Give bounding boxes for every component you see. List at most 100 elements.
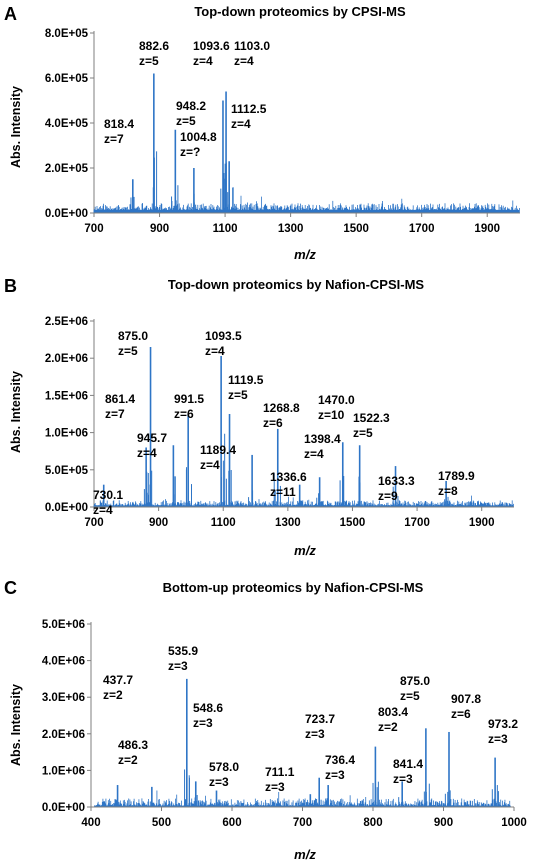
panel-b-annotation-mz: 1093.5 (205, 329, 242, 343)
panel-b-annotation-mz: 861.4 (105, 392, 135, 406)
panel-b-annotation-charge: z=10 (318, 408, 345, 422)
panel-b-ytick-label: 0.0E+00 (45, 502, 88, 514)
panel-c-xtick-label: 1000 (501, 817, 527, 829)
panel-b-title: Top-down proteomics by Nafion-CPSI-MS (168, 277, 424, 292)
panel-a-xtick-label: 1100 (213, 223, 238, 235)
panel-a-annotation-charge: z=4 (231, 117, 251, 131)
panel-a-spectrum-baseline (93, 195, 520, 213)
panel-a-annotation-mz: 1093.6 (193, 39, 230, 53)
panel-b-annotation-charge: z=4 (93, 503, 113, 517)
panel-b-annotation-charge: z=4 (137, 446, 157, 460)
panel-c-annotation-mz: 723.7 (305, 712, 335, 726)
panel-c-annotation-mz: 907.8 (451, 692, 481, 706)
panel-c-annotation-mz: 548.6 (193, 701, 223, 715)
panel-a-annotation-mz: 818.4 (104, 117, 134, 131)
panel-a-ylabel: Abs. Intensity (9, 86, 23, 168)
panel-b-annotation-mz: 1789.9 (438, 469, 475, 483)
panel-c-annotation-mz: 973.2 (488, 717, 518, 731)
panel-c-ytick-label: 4.0E+06 (42, 656, 85, 668)
panel-c-annotation-mz: 875.0 (400, 674, 430, 688)
panel-b-annotation-charge: z=4 (200, 458, 220, 472)
panel-b-xtick-label: 1500 (340, 517, 366, 529)
panel-c-annotation-mz: 736.4 (325, 753, 355, 767)
panel-b-annotation-charge: z=4 (304, 447, 324, 461)
panel-b-annotation-charge: z=5 (353, 426, 373, 440)
panel-c-xlabel: m/z (294, 847, 316, 862)
panel-a-annotation-mz: 882.6 (139, 39, 169, 53)
panel-c-letter: C (4, 578, 17, 598)
panel-c-xtick-label: 800 (363, 817, 382, 829)
panel-a-annotation-mz: 948.2 (176, 99, 206, 113)
panel-b-xtick-label: 1100 (211, 517, 236, 529)
panel-a-annotation-charge: z=7 (104, 132, 124, 146)
panel-a-annotation-mz: 1103.0 (234, 39, 270, 53)
panel-b-ytick-label: 1.0E+06 (45, 428, 88, 440)
panel-a-annotation-charge: z=? (180, 145, 200, 159)
panel-c-annotation-charge: z=3 (193, 716, 213, 730)
panel-c: C Bottom-up proteomics by Nafion-CPSI-MS… (4, 578, 527, 862)
panel-b: B Top-down proteomics by Nafion-CPSI-MS … (4, 276, 514, 558)
panel-b-annotation-mz: 1470.0 (318, 393, 355, 407)
panel-b-annotation-mz: 875.0 (118, 329, 148, 343)
panel-c-annotation-mz: 711.1 (265, 765, 295, 779)
panel-b-annotation-mz: 1119.5 (228, 373, 264, 387)
panel-c-annotation-charge: z=3 (265, 780, 285, 794)
panel-a-xtick-label: 1300 (278, 223, 304, 235)
panel-a-annotation-charge: z=5 (139, 54, 159, 68)
panel-b-xtick-label: 1700 (404, 517, 430, 529)
panel-b-annotation-charge: z=5 (118, 344, 138, 358)
panel-c-ylabel: Abs. Intensity (9, 684, 23, 766)
panel-c-ytick-label: 2.0E+06 (42, 729, 85, 741)
panel-b-annotation-mz: 991.5 (174, 392, 204, 406)
panel-a-letter: A (4, 4, 17, 24)
panel-b-annotation-charge: z=9 (378, 489, 398, 503)
panel-c-annotation-charge: z=2 (103, 688, 123, 702)
panel-a: A Top-down proteomics by CPSI-MS Abs. In… (4, 4, 520, 262)
panel-c-annotation-mz: 486.3 (118, 738, 148, 752)
panel-b-annotation-mz: 1522.3 (353, 411, 390, 425)
panel-c-xtick-label: 700 (293, 817, 312, 829)
panel-c-ytick-label: 3.0E+06 (42, 692, 85, 704)
panel-b-annotation-mz: 1268.8 (263, 401, 300, 415)
panel-c-annotation-charge: z=5 (400, 689, 420, 703)
panel-c-xtick-label: 400 (81, 817, 100, 829)
panel-b-annotation-charge: z=7 (105, 407, 125, 421)
panel-c-annotation-charge: z=3 (168, 659, 188, 673)
panel-b-annotation-mz: 1398.4 (304, 432, 341, 446)
panel-b-annotation-charge: z=4 (205, 344, 225, 358)
panel-b-annotation-charge: z=6 (263, 416, 283, 430)
panel-c-ytick-label: 1.0E+06 (42, 765, 85, 777)
panel-b-annotation-mz: 1189.4 (200, 443, 236, 457)
panel-c-xtick-label: 500 (152, 817, 171, 829)
panel-c-annotation-charge: z=3 (488, 732, 508, 746)
panel-b-ytick-label: 2.0E+06 (45, 353, 88, 365)
panel-b-xlabel: m/z (294, 543, 316, 558)
panel-c-xtick-label: 600 (222, 817, 241, 829)
panel-c-xtick-label: 900 (434, 817, 453, 829)
panel-b-xtick-label: 700 (84, 517, 103, 529)
panel-b-annotation-mz: 1633.3 (378, 474, 415, 488)
panel-b-ylabel: Abs. Intensity (9, 371, 23, 453)
panel-c-annotation-mz: 841.4 (393, 757, 423, 771)
panel-b-xtick-label: 1300 (275, 517, 301, 529)
panel-a-xtick-label: 1700 (409, 223, 435, 235)
panel-c-ytick-label: 5.0E+06 (42, 619, 85, 631)
panel-b-ytick-label: 2.5E+06 (45, 316, 88, 328)
panel-a-xtick-label: 900 (150, 223, 169, 235)
panel-b-ytick-label: 5.0E+05 (45, 465, 89, 477)
panel-a-annotation-mz: 1112.5 (231, 102, 267, 116)
panel-c-annotation-charge: z=3 (305, 727, 325, 741)
panel-c-ytick-label: 0.0E+00 (42, 802, 85, 814)
panel-c-annotation-charge: z=3 (325, 768, 345, 782)
panel-a-xlabel: m/z (294, 247, 316, 262)
panel-c-annotation-charge: z=2 (378, 720, 398, 734)
panel-c-annotation-mz: 535.9 (168, 644, 198, 658)
panel-c-annotation-charge: z=3 (393, 772, 413, 786)
panel-b-annotation-charge: z=8 (438, 484, 458, 498)
panel-b-annotation-mz: 730.1 (93, 488, 123, 502)
panel-a-xtick-label: 1500 (343, 223, 369, 235)
panel-a-annotation-charge: z=4 (193, 54, 213, 68)
panel-b-annotation-mz: 1336.6 (270, 470, 307, 484)
panel-a-ytick-label: 6.0E+05 (45, 73, 89, 85)
panel-a-title: Top-down proteomics by CPSI-MS (194, 4, 406, 19)
